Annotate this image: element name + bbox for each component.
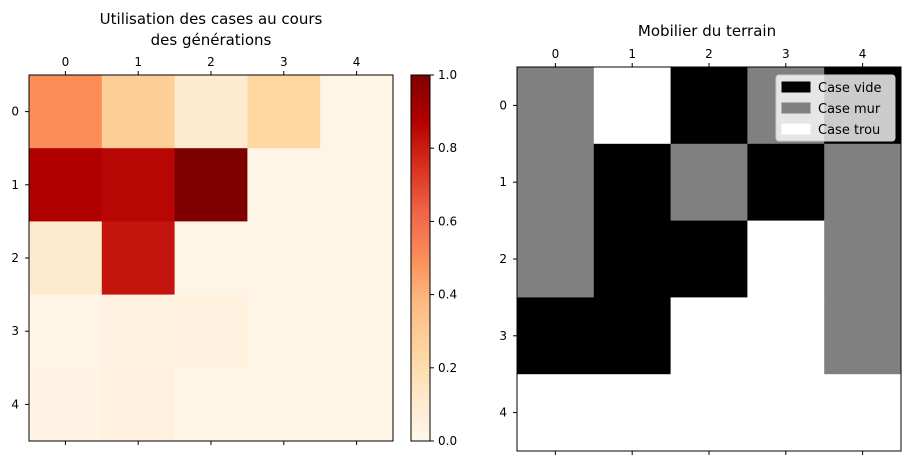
terrain-y-tick-label: 1 — [499, 175, 507, 189]
usage-y-tick-label: 3 — [11, 324, 19, 338]
usage-y-tick-label: 0 — [11, 105, 19, 119]
terrain-cell-r4-c3 — [747, 374, 825, 452]
usage-heatmap-cells — [29, 75, 394, 442]
terrain-chart: Mobilier du terrain 0 1 2 3 4 0 1 2 3 4 Case vid… — [499, 22, 902, 455]
terrain-cell-r4-c4 — [824, 374, 902, 452]
colorbar-tick-label: 0.4 — [438, 288, 457, 302]
usage-cell-r2-c0 — [29, 221, 103, 296]
usage-x-tick-label: 1 — [134, 55, 142, 69]
usage-cell-r1-c4 — [320, 148, 394, 222]
usage-cell-r0-c2 — [174, 75, 248, 149]
usage-cell-r4-c3 — [247, 367, 321, 442]
legend-label: Case mur — [818, 102, 881, 117]
legend-label: Case trou — [818, 123, 880, 138]
legend-swatch — [781, 81, 811, 93]
terrain-cell-r1-c1 — [593, 143, 672, 222]
usage-cell-r3-c3 — [247, 294, 321, 369]
usage-cell-r2-c3 — [247, 221, 321, 296]
usage-cell-r4-c2 — [174, 367, 248, 442]
usage-cell-r2-c1 — [101, 221, 176, 296]
terrain-cell-r4-c1 — [593, 374, 672, 452]
usage-cell-r0-c3 — [247, 75, 321, 149]
terrain-x-tick-label: 0 — [552, 47, 560, 61]
terrain-cell-r1-c3 — [747, 143, 825, 222]
terrain-y-ticks: 0 1 2 3 4 — [499, 98, 517, 420]
terrain-cell-r3-c0 — [517, 297, 595, 375]
usage-cell-r3-c0 — [29, 294, 103, 369]
usage-cell-r3-c1 — [101, 294, 176, 369]
usage-y-tick-label: 1 — [11, 178, 19, 192]
usage-cell-r0-c4 — [320, 75, 394, 149]
usage-title-line-2: des générations — [151, 31, 272, 49]
usage-heatmap-chart: Utilisation des cases au cours des génér… — [11, 10, 394, 445]
legend-swatch — [781, 102, 811, 114]
terrain-cell-r1-c0 — [517, 143, 595, 222]
terrain-y-tick-label: 3 — [499, 329, 507, 343]
terrain-cell-r3-c4 — [824, 297, 902, 375]
usage-x-tick-label: 3 — [280, 55, 288, 69]
colorbar-tick-label: 0.8 — [438, 141, 457, 155]
legend-swatch — [781, 123, 811, 135]
terrain-x-tick-label: 3 — [782, 47, 790, 61]
terrain-cell-r1-c2 — [670, 143, 748, 222]
usage-cell-r4-c1 — [101, 367, 176, 442]
legend-entries: Case vide Case mur Case trou — [781, 81, 882, 138]
terrain-cell-r2-c4 — [824, 220, 902, 298]
terrain-cell-r0-c1 — [593, 67, 672, 145]
terrain-cell-r3-c2 — [670, 297, 748, 375]
terrain-cell-r2-c0 — [517, 220, 595, 298]
terrain-cell-r3-c1 — [593, 297, 672, 375]
legend-label: Case vide — [818, 81, 882, 96]
colorbar-gradient — [410, 74, 431, 442]
colorbar-tick-label: 1.0 — [438, 68, 457, 82]
usage-cell-r0-c1 — [101, 75, 176, 149]
usage-x-tick-label: 0 — [62, 55, 70, 69]
colorbar-tick-label: 0.2 — [438, 361, 457, 375]
usage-cell-r3-c2 — [174, 294, 248, 369]
terrain-title: Mobilier du terrain — [638, 22, 776, 40]
colorbar-tick-label: 0.6 — [438, 214, 457, 228]
terrain-cell-r0-c2 — [670, 67, 748, 145]
usage-cell-r1-c2 — [174, 148, 248, 222]
usage-x-ticks: 0 1 2 3 4 — [62, 55, 361, 445]
usage-cell-r1-c1 — [101, 148, 176, 222]
terrain-cell-r2-c2 — [670, 220, 748, 298]
terrain-x-tick-label: 4 — [859, 47, 867, 61]
terrain-y-tick-label: 4 — [499, 406, 507, 420]
colorbar-tick-label: 0.0 — [438, 434, 457, 448]
terrain-x-tick-label: 2 — [705, 47, 713, 61]
terrain-cell-r3-c3 — [747, 297, 825, 375]
usage-cell-r4-c4 — [320, 367, 394, 442]
usage-cell-r2-c4 — [320, 221, 394, 296]
terrain-cell-r2-c1 — [593, 220, 672, 298]
usage-y-tick-label: 4 — [11, 397, 19, 411]
usage-title-line-1: Utilisation des cases au cours — [100, 10, 323, 28]
usage-cell-r4-c0 — [29, 367, 103, 442]
usage-x-tick-label: 4 — [353, 55, 361, 69]
usage-colorbar: 0.0 0.2 0.4 0.6 0.8 1.0 — [410, 68, 457, 448]
terrain-cell-r4-c0 — [517, 374, 595, 452]
usage-x-tick-label: 2 — [207, 55, 215, 69]
terrain-cell-r0-c0 — [517, 67, 595, 145]
usage-cell-r3-c4 — [320, 294, 394, 369]
usage-y-ticks: 0 1 2 3 4 — [11, 105, 29, 411]
usage-y-tick-label: 2 — [11, 251, 19, 265]
usage-cell-r2-c2 — [174, 221, 248, 296]
terrain-x-tick-label: 1 — [628, 47, 636, 61]
terrain-cell-r1-c4 — [824, 143, 902, 222]
usage-cell-r0-c0 — [29, 75, 103, 149]
colorbar-ticks: 0.0 0.2 0.4 0.6 0.8 1.0 — [430, 68, 457, 448]
terrain-cell-r2-c3 — [747, 220, 825, 298]
terrain-legend: Case vide Case mur Case trou — [775, 74, 896, 142]
terrain-x-ticks: 0 1 2 3 4 — [552, 47, 867, 455]
terrain-y-tick-label: 2 — [499, 252, 507, 266]
usage-cell-r1-c0 — [29, 148, 103, 222]
usage-cell-r1-c3 — [247, 148, 321, 222]
terrain-cell-r4-c2 — [670, 374, 748, 452]
terrain-y-tick-label: 0 — [499, 98, 507, 112]
